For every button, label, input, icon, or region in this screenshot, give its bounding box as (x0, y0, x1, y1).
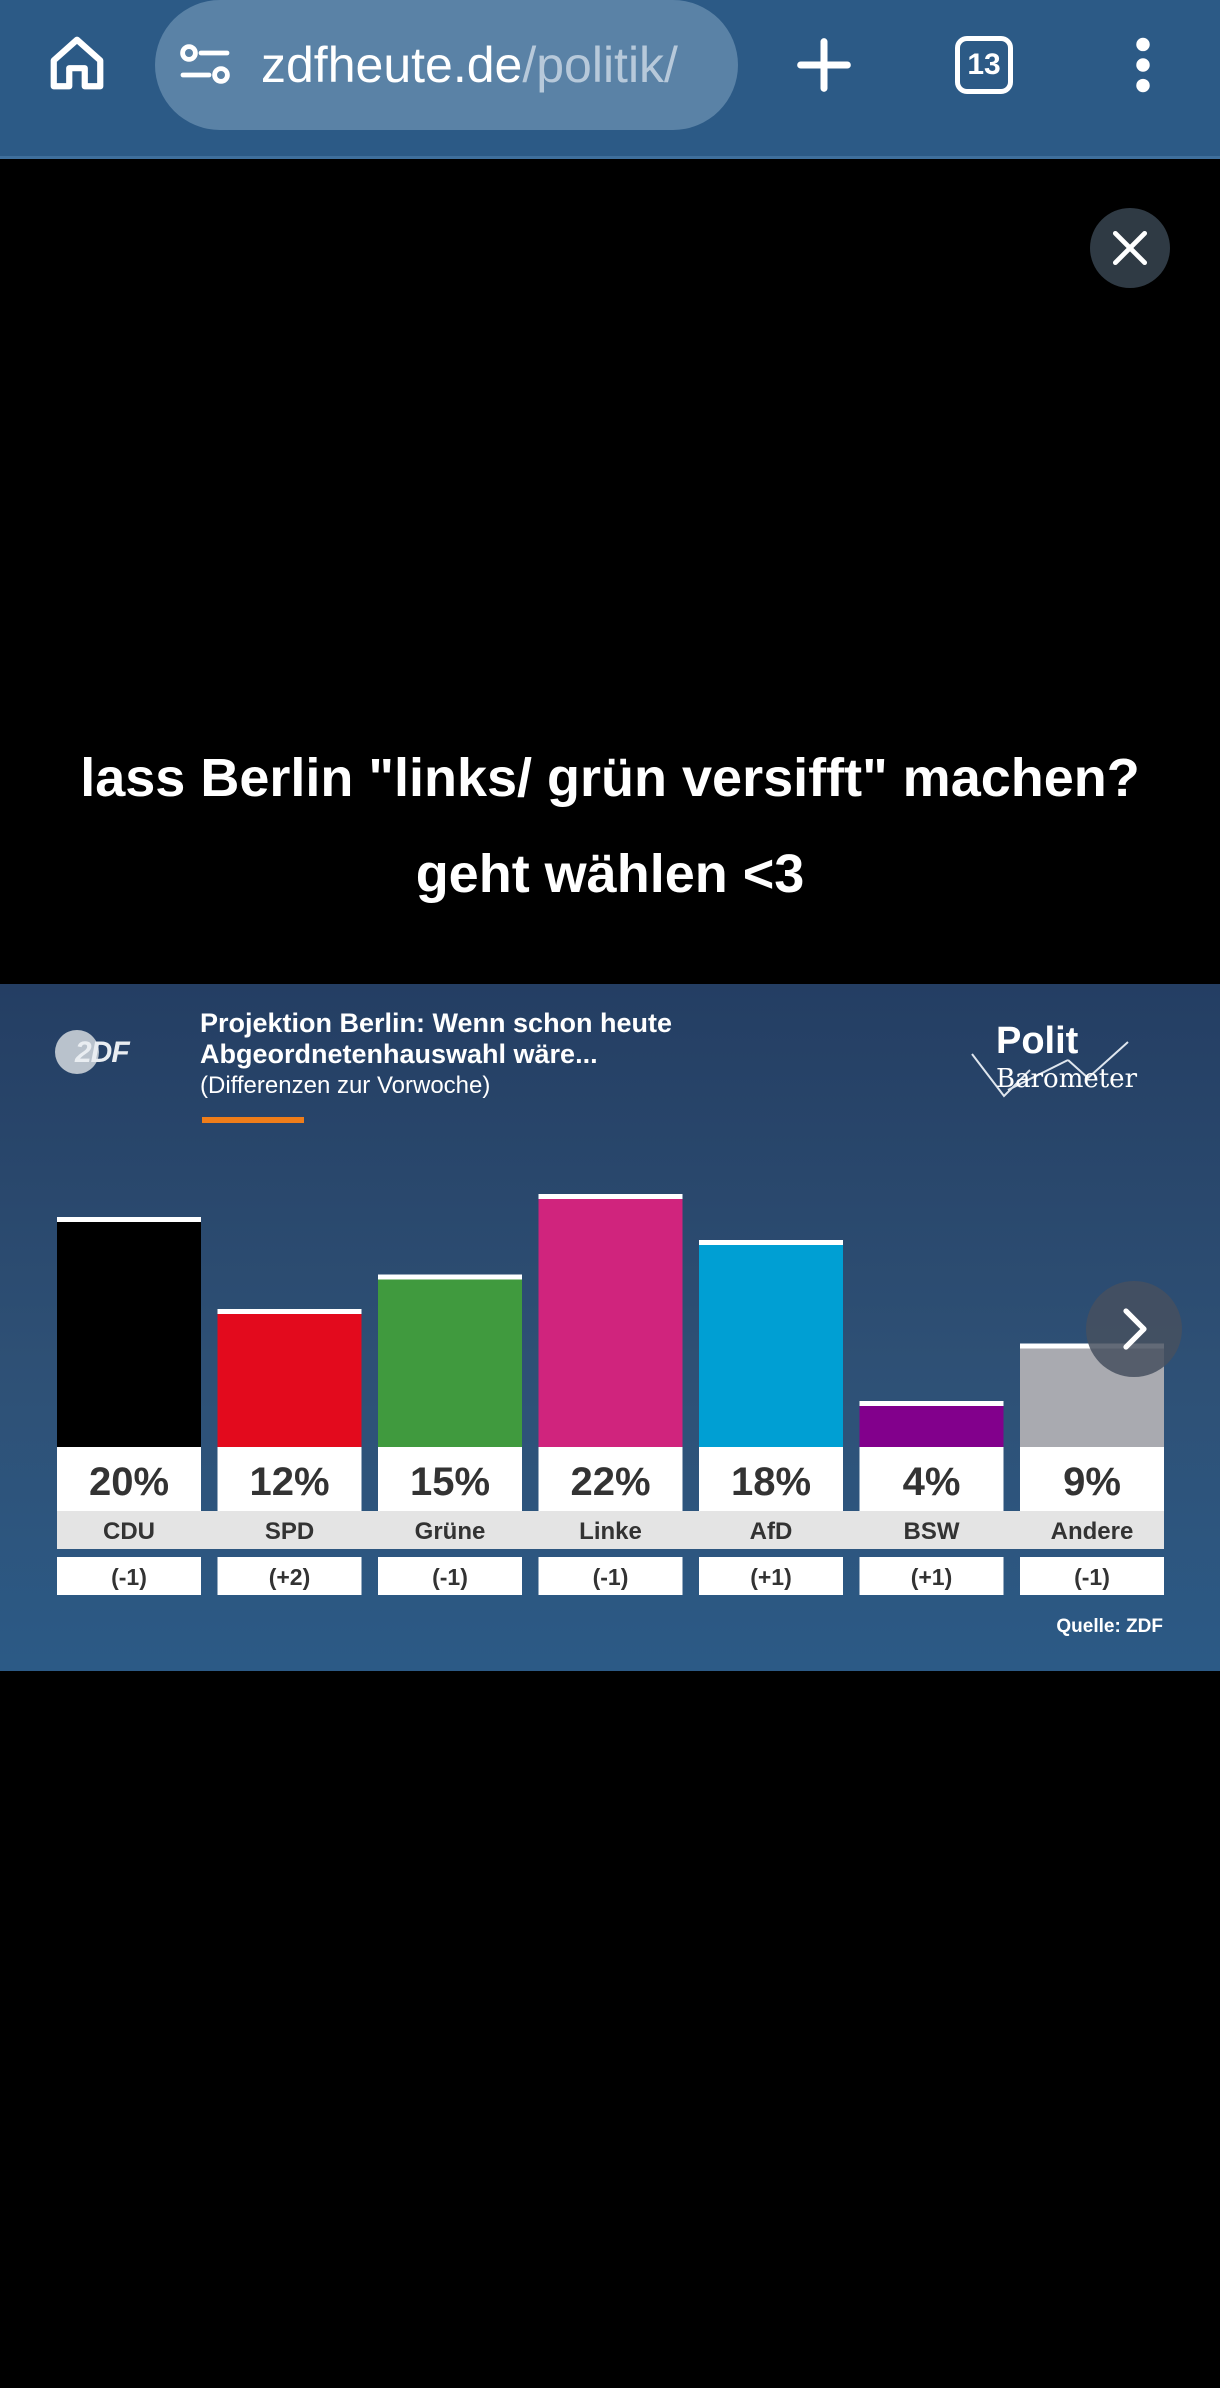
chart-subtitle: (Differenzen zur Vorwoche) (200, 1072, 491, 1099)
value-box-2 (378, 1447, 522, 1511)
close-icon (1112, 230, 1148, 266)
category-box-3 (538, 1511, 683, 1549)
value-box-1 (217, 1447, 362, 1511)
category-label-3: Linke (579, 1518, 642, 1545)
brand-line-1: Polit (996, 1020, 1079, 1062)
zdf-logo-text: 2DF (75, 1036, 130, 1069)
politbarometer-logo: Polit Barometer (968, 1020, 1138, 1100)
change-label-2: (-1) (432, 1564, 468, 1590)
category-box-6 (1020, 1511, 1164, 1549)
accent-line (202, 1117, 304, 1123)
category-label-2: Grüne (415, 1518, 486, 1545)
value-box-0 (57, 1447, 201, 1511)
value-label-5: 4% (903, 1460, 961, 1504)
category-label-5: BSW (904, 1518, 960, 1545)
value-label-3: 22% (570, 1460, 650, 1504)
chart-title-line-1: Projektion Berlin: Wenn schon heute (200, 1008, 673, 1038)
value-box-3 (538, 1447, 683, 1511)
caption-line-1: lass Berlin "links/ grün versifft" mache… (80, 748, 1140, 808)
bar-top-line-1 (217, 1309, 362, 1314)
bar-4 (699, 1240, 843, 1447)
bar-3 (538, 1194, 683, 1447)
change-label-1: (+2) (269, 1564, 311, 1590)
zdf-logo: 2DF (55, 1028, 145, 1076)
url-text[interactable]: zdfheute.de/politik/ (261, 30, 721, 100)
url-path: /politik/ (522, 37, 678, 93)
tab-count: 13 (967, 48, 1001, 81)
change-box-3 (538, 1557, 683, 1595)
category-box-5 (859, 1511, 1004, 1549)
bar-2 (378, 1274, 522, 1447)
brand-line-2: Barometer (996, 1064, 1137, 1094)
story-caption: lass Berlin "links/ grün versifft" mache… (0, 730, 1220, 922)
category-box-1 (217, 1511, 362, 1549)
source-label: Quelle: ZDF (1056, 1616, 1163, 1637)
bar-0 (57, 1217, 201, 1447)
category-label-1: SPD (265, 1518, 314, 1545)
more-vert-icon[interactable] (1115, 30, 1171, 100)
chart-title-line-2: Abgeordnetenhauswahl wäre... (200, 1039, 598, 1069)
next-slide-button[interactable] (1086, 1281, 1182, 1377)
close-button[interactable] (1090, 208, 1170, 288)
change-box-1 (217, 1557, 362, 1595)
value-label-6: 9% (1063, 1460, 1121, 1504)
site-settings-icon[interactable] (177, 40, 233, 90)
change-box-4 (699, 1557, 843, 1595)
change-label-6: (-1) (1074, 1564, 1110, 1590)
politbarometer-graphic: 2DF Projektion Berlin: Wenn schon heute … (0, 984, 1220, 1671)
bar-top-line-0 (57, 1217, 201, 1222)
bar-5 (859, 1401, 1004, 1447)
caption-line-2: geht wählen <3 (415, 844, 805, 904)
bar-chart: 20% CDU (-1) 12% SPD (+2) 15% Grüne (-1) 22% Linke… (57, 1194, 1164, 1595)
change-label-3: (-1) (593, 1564, 629, 1590)
category-label-6: Andere (1051, 1518, 1134, 1545)
value-label-4: 18% (731, 1460, 811, 1504)
value-label-0: 20% (89, 1460, 169, 1504)
change-label-4: (+1) (750, 1564, 792, 1590)
bar-top-line-5 (859, 1401, 1004, 1406)
change-box-2 (378, 1557, 522, 1595)
change-box-0 (57, 1557, 201, 1595)
value-label-2: 15% (410, 1460, 490, 1504)
chevron-right-icon (1123, 1308, 1147, 1350)
tab-switcher-button[interactable]: 13 (955, 36, 1013, 94)
category-label-4: AfD (750, 1518, 793, 1545)
home-icon[interactable] (36, 22, 118, 104)
change-box-5 (859, 1557, 1004, 1595)
browser-toolbar: zdfheute.de/politik/ 13 (0, 0, 1220, 159)
url-domain: zdfheute.de (261, 37, 523, 93)
value-box-6 (1020, 1447, 1164, 1511)
value-box-4 (699, 1447, 843, 1511)
category-label-0: CDU (103, 1518, 155, 1545)
bar-top-line-3 (538, 1194, 683, 1199)
chart-title: Projektion Berlin: Wenn schon heute Abge… (200, 1008, 940, 1070)
category-box-4 (699, 1511, 843, 1549)
value-label-1: 12% (249, 1460, 329, 1504)
value-box-5 (859, 1447, 1004, 1511)
change-label-5: (+1) (911, 1564, 953, 1590)
bar-1 (217, 1309, 362, 1447)
address-bar[interactable]: zdfheute.de/politik/ (155, 0, 738, 130)
change-box-6 (1020, 1557, 1164, 1595)
category-box-0 (57, 1511, 201, 1549)
bar-top-line-2 (378, 1274, 522, 1280)
category-box-2 (378, 1511, 522, 1549)
change-label-0: (-1) (111, 1564, 147, 1590)
plus-icon[interactable] (780, 25, 868, 105)
bar-top-line-4 (699, 1240, 843, 1245)
